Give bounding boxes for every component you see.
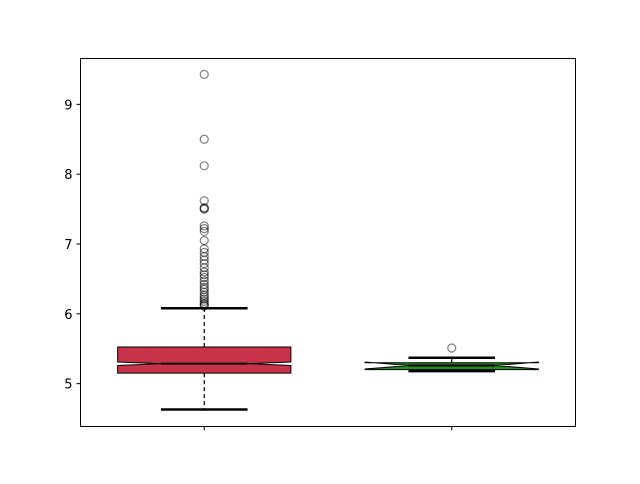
axes-frame	[80, 58, 576, 427]
y-tick-label: 6	[64, 308, 72, 323]
x-axis	[203, 426, 453, 431]
outlier-point	[199, 272, 209, 283]
outlier-point	[199, 224, 209, 234]
y-tick-label: 8	[64, 168, 72, 183]
outlier-point	[199, 263, 209, 273]
y-tick-label: 7	[64, 238, 72, 253]
box-group-1	[117, 69, 292, 411]
outlier-point	[199, 287, 209, 297]
outlier-point	[199, 251, 209, 262]
outlier-point	[199, 221, 209, 231]
box-body	[117, 346, 292, 374]
outlier-point	[199, 301, 209, 311]
outlier-point	[447, 343, 457, 353]
outlier-point	[199, 226, 209, 237]
outlier-point	[199, 267, 209, 277]
outlier-point	[199, 69, 209, 79]
box-group-2	[364, 343, 539, 373]
outlier-point	[199, 161, 209, 171]
y-tick-label: 5	[64, 378, 72, 393]
plot-area	[117, 69, 539, 411]
outlier-point	[199, 270, 209, 280]
outlier-point	[199, 235, 209, 246]
outlier-point	[199, 204, 209, 214]
y-tick-label: 9	[64, 98, 72, 113]
y-axis: 5 6 7 8 9	[64, 98, 81, 393]
outlier-point	[199, 134, 209, 144]
